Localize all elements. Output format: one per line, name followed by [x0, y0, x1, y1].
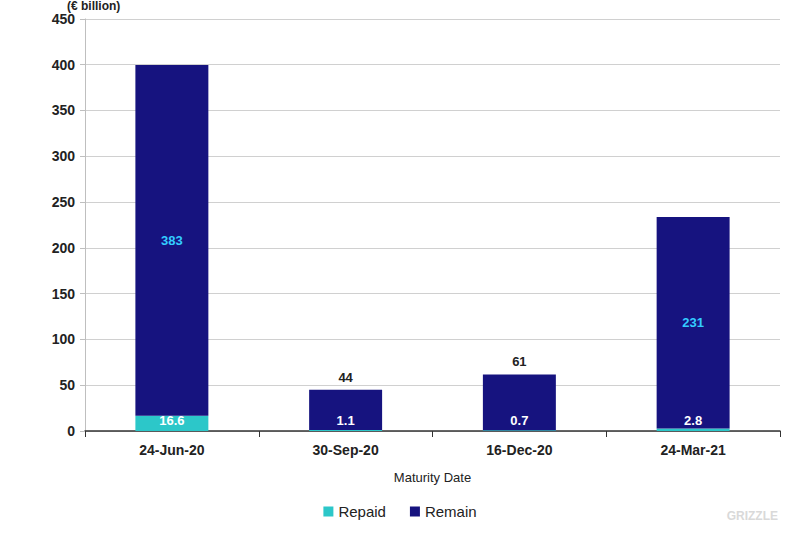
- svg-text:Remain: Remain: [425, 503, 477, 520]
- svg-text:GRIZZLE: GRIZZLE: [727, 509, 778, 523]
- svg-text:450: 450: [52, 11, 76, 27]
- svg-text:61: 61: [512, 354, 526, 369]
- svg-text:350: 350: [52, 102, 76, 118]
- svg-text:1.1: 1.1: [337, 413, 355, 428]
- svg-text:0.7: 0.7: [510, 413, 528, 428]
- svg-text:Maturity Date: Maturity Date: [394, 470, 471, 485]
- svg-text:250: 250: [52, 194, 76, 210]
- svg-text:231: 231: [682, 315, 704, 330]
- svg-text:24-Jun-20: 24-Jun-20: [139, 442, 205, 458]
- svg-text:16-Dec-20: 16-Dec-20: [486, 442, 552, 458]
- svg-text:30-Sep-20: 30-Sep-20: [313, 442, 379, 458]
- svg-text:16.6: 16.6: [159, 413, 184, 428]
- svg-text:2.8: 2.8: [684, 413, 702, 428]
- svg-text:24-Mar-21: 24-Mar-21: [660, 442, 726, 458]
- svg-text:300: 300: [52, 148, 76, 164]
- svg-text:44: 44: [338, 370, 353, 385]
- svg-text:Repaid: Repaid: [338, 503, 386, 520]
- svg-text:200: 200: [52, 240, 76, 256]
- svg-text:150: 150: [52, 286, 76, 302]
- svg-text:100: 100: [52, 331, 76, 347]
- svg-text:0: 0: [67, 423, 75, 439]
- svg-text:50: 50: [59, 377, 75, 393]
- svg-text:383: 383: [161, 233, 183, 248]
- svg-text:400: 400: [52, 57, 76, 73]
